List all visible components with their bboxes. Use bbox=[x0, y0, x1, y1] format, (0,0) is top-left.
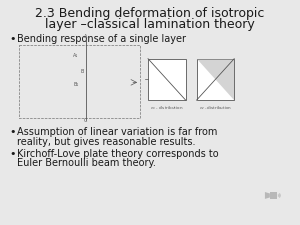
Bar bbox=[270, 192, 277, 199]
Text: C: C bbox=[84, 118, 87, 123]
Text: Euler Bernoulli beam theory.: Euler Bernoulli beam theory. bbox=[17, 158, 156, 169]
Polygon shape bbox=[265, 192, 270, 199]
Text: •: • bbox=[9, 34, 16, 44]
Text: Kirchoff-Love plate theory corresponds to: Kirchoff-Love plate theory corresponds t… bbox=[17, 148, 219, 159]
Text: B: B bbox=[80, 69, 84, 74]
Text: B₁: B₁ bbox=[74, 82, 79, 87]
Text: A: A bbox=[84, 34, 87, 39]
Bar bbox=[196, 59, 234, 100]
Text: $\varepsilon_z$ - distribution: $\varepsilon_z$ - distribution bbox=[199, 104, 232, 112]
Text: $\varepsilon_x$ - distribution: $\varepsilon_x$ - distribution bbox=[150, 104, 184, 112]
Bar bbox=[148, 59, 186, 100]
Text: •: • bbox=[9, 127, 16, 137]
Text: reality, but gives reasonable results.: reality, but gives reasonable results. bbox=[17, 137, 196, 147]
Text: Assumption of linear variation is far from: Assumption of linear variation is far fr… bbox=[17, 127, 217, 137]
Text: layer –classical lamination theory: layer –classical lamination theory bbox=[45, 18, 255, 31]
Text: A₁: A₁ bbox=[73, 53, 78, 58]
Text: 2.3 Bending deformation of isotropic: 2.3 Bending deformation of isotropic bbox=[35, 7, 265, 20]
Polygon shape bbox=[196, 59, 234, 100]
Text: Bending response of a single layer: Bending response of a single layer bbox=[17, 34, 186, 44]
Text: •: • bbox=[9, 148, 16, 159]
